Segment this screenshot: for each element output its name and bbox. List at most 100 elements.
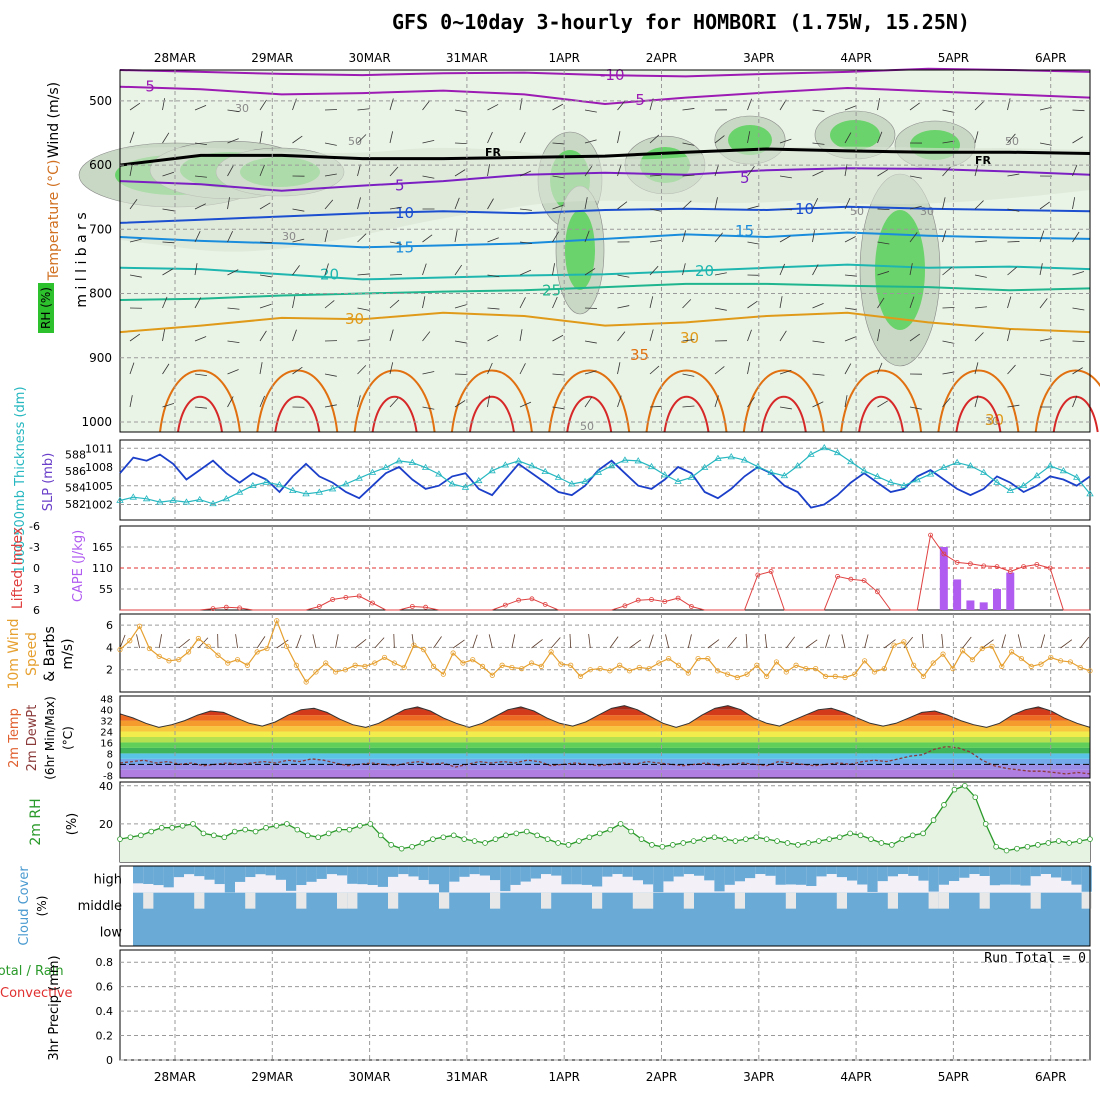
wind-speed-point bbox=[617, 662, 623, 668]
wind-barb bbox=[552, 334, 564, 342]
wind-barb bbox=[1007, 173, 1020, 177]
wind-barb bbox=[552, 204, 564, 210]
wind-barb bbox=[747, 241, 760, 245]
thickness-point bbox=[1006, 486, 1014, 493]
thickness-point bbox=[754, 462, 762, 470]
wind-barb bbox=[617, 131, 621, 144]
cloud-high-cell bbox=[388, 866, 399, 877]
cloud-high-cell bbox=[418, 866, 429, 880]
cloud-high-cell bbox=[316, 866, 327, 879]
temp-band bbox=[120, 764, 1090, 770]
wind-speed-point bbox=[352, 662, 358, 668]
wind-barb bbox=[519, 363, 526, 375]
slp-tick: 1002 bbox=[85, 499, 113, 512]
rh-point bbox=[930, 817, 937, 823]
wind-barb-10m bbox=[178, 638, 190, 649]
cloud-high-cell bbox=[602, 866, 613, 877]
rh-point bbox=[169, 824, 175, 831]
thickness-point bbox=[196, 495, 204, 503]
li-ylabels: Lifted Index bbox=[10, 527, 26, 609]
thickness-point bbox=[382, 463, 390, 470]
cloud-high-cell bbox=[571, 866, 582, 885]
dewpoint-line bbox=[119, 745, 1091, 775]
wind-barb bbox=[909, 263, 913, 276]
thickness-point bbox=[674, 477, 682, 484]
day-label-bottom: 28MAR bbox=[154, 1070, 196, 1084]
temp-contour-40 bbox=[760, 395, 807, 433]
rh-point bbox=[784, 840, 791, 846]
wind-speed-point bbox=[626, 668, 633, 674]
wind-barb bbox=[747, 205, 760, 210]
wind-barb bbox=[974, 306, 987, 309]
wind-barb bbox=[779, 406, 792, 410]
wind-speed-point bbox=[391, 660, 397, 666]
wind-barb bbox=[162, 296, 168, 309]
cloud-high-cell bbox=[367, 866, 378, 885]
wind-barb-10m bbox=[393, 633, 395, 649]
temp-contour-label: 30 bbox=[680, 329, 699, 347]
wind-barb bbox=[324, 142, 337, 146]
wind-barb bbox=[779, 330, 787, 342]
wind-barb-10m bbox=[374, 637, 385, 649]
wind-barb bbox=[974, 200, 984, 210]
thickness-point bbox=[169, 496, 177, 503]
rh-point bbox=[367, 821, 374, 827]
wind-speed-point bbox=[911, 662, 917, 668]
wind-barb bbox=[259, 330, 267, 342]
cloud-high-cell bbox=[214, 866, 225, 885]
lifted-index-point bbox=[1021, 564, 1026, 569]
day-label-bottom: 2APR bbox=[646, 1070, 677, 1084]
cloud-high-cell bbox=[449, 866, 460, 882]
wind-barb bbox=[227, 340, 240, 344]
thickness-point bbox=[993, 478, 1001, 485]
thickness-point bbox=[873, 472, 882, 479]
wind-barb bbox=[682, 263, 686, 276]
rh-point bbox=[1066, 840, 1072, 846]
thickness-point bbox=[355, 474, 363, 481]
wind-barb-10m bbox=[981, 639, 994, 649]
rh-point bbox=[284, 821, 290, 827]
temp-band bbox=[120, 769, 1090, 778]
thickness-point bbox=[315, 488, 324, 495]
wind-barb bbox=[617, 331, 626, 342]
rh-point bbox=[231, 828, 238, 835]
wind-speed-point bbox=[822, 673, 829, 680]
wind-barb bbox=[844, 197, 851, 210]
rh-ylabels: 2m RH bbox=[28, 798, 44, 845]
thickness-tick: 584 bbox=[65, 481, 86, 494]
rh-point bbox=[951, 786, 958, 793]
wind-speed-point bbox=[538, 663, 544, 669]
rh-point bbox=[941, 802, 947, 808]
wind-speed-point bbox=[205, 643, 211, 649]
cloud-high-cell bbox=[510, 866, 521, 885]
wind-barb bbox=[974, 362, 979, 375]
day-label-bottom: 4APR bbox=[840, 1070, 871, 1084]
wind-barb bbox=[389, 362, 394, 375]
temp-tick: 8 bbox=[107, 749, 113, 760]
wind-barb bbox=[1072, 395, 1078, 408]
rh-point bbox=[763, 836, 770, 842]
wind-barb bbox=[162, 241, 175, 244]
temp-axis-label-3: (6hr Min/Max) bbox=[43, 696, 57, 780]
lifted-index-point bbox=[223, 604, 229, 610]
rh-point bbox=[669, 842, 676, 848]
wind-speed-point bbox=[313, 669, 319, 675]
wind-speed-point bbox=[577, 673, 584, 680]
thickness-axis-label: 1000-500mb Thickness (dm) bbox=[13, 386, 28, 573]
cloud-level-label: low bbox=[100, 926, 123, 941]
wind-barb bbox=[454, 373, 468, 375]
wind-barb bbox=[779, 369, 792, 375]
cloud-middle-gap bbox=[1030, 892, 1041, 909]
rh-point bbox=[221, 834, 228, 841]
rh-tick: 20 bbox=[99, 818, 113, 831]
wind-barb bbox=[454, 264, 463, 276]
lifted-index-point bbox=[316, 604, 322, 609]
wind-barb bbox=[779, 263, 786, 276]
lifted-index-point bbox=[941, 551, 947, 557]
temp-contour-35 bbox=[645, 369, 728, 433]
cloud-high-cell bbox=[1010, 866, 1021, 885]
wind-barb bbox=[714, 164, 719, 177]
rh-point bbox=[377, 832, 384, 839]
wind-speed-point bbox=[225, 660, 231, 666]
wind-barb bbox=[227, 307, 240, 310]
